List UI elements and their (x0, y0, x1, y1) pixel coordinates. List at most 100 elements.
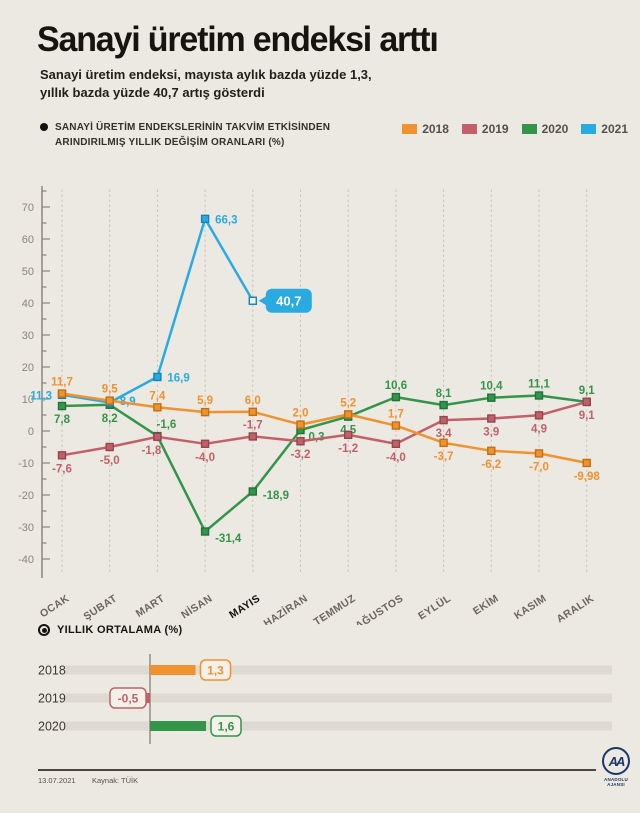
avg-value-box (109, 687, 147, 709)
data-point (153, 403, 162, 412)
y-axis: 70 60 50 40 30 20 10 0 -10 -20 -30 -40 (18, 186, 50, 578)
value-label: -1,2 (338, 443, 358, 455)
page-title: Sanayi üretim endeksi arttı (37, 20, 439, 59)
data-point (487, 393, 496, 402)
value-label: 9,5 (102, 384, 119, 396)
bar-track (65, 693, 612, 703)
agency-logo-icon: AA (602, 747, 630, 775)
data-point (391, 439, 401, 448)
avg-value-box (199, 659, 232, 681)
value-label: 5,9 (197, 395, 213, 407)
value-label: 11,7 (51, 377, 73, 389)
value-label: 7,8 (54, 414, 71, 426)
x-axis-label-şubat: ŞUBAT (81, 592, 119, 623)
data-point (582, 458, 591, 468)
value-label: -7,6 (52, 463, 72, 475)
data-point (534, 449, 544, 458)
data-point (105, 396, 114, 405)
value-label: 7,4 (149, 390, 166, 402)
value-label: -31,4 (215, 533, 242, 545)
value-label: -4,0 (386, 452, 406, 464)
series-2019-line (60, 400, 588, 457)
legend-swatch-icon (521, 124, 537, 134)
value-label: -6,2 (481, 459, 501, 471)
data-point (200, 527, 210, 536)
data-point (105, 442, 114, 452)
data-point (200, 407, 210, 417)
data-point (487, 446, 496, 456)
data-point (296, 420, 305, 429)
data-point (153, 432, 162, 441)
data-point (200, 439, 210, 448)
value-label: 5,2 (340, 397, 356, 409)
y-tick-label: 30 (22, 330, 34, 342)
legend-swatch-icon (581, 124, 597, 134)
agency-logo-monogram: AA (608, 753, 626, 769)
highlight-callout: 40,7 (258, 288, 312, 313)
footer-source: Kaynak: TÜİK (92, 776, 139, 785)
bullet-icon (40, 123, 48, 131)
data-point (57, 401, 67, 411)
avg-value-box (210, 715, 242, 737)
avg-section-title: YILLIK ORTALAMA (%) (57, 624, 183, 636)
value-label: 10,4 (480, 381, 503, 393)
avg-year-label: 2018 (38, 664, 66, 678)
highlight-value-label: 40,7 (276, 293, 301, 308)
chart-caption: SANAYİ ÜRETİM ENDEKSLERİNİN TAKVİM ETKİS… (40, 120, 330, 150)
data-point (391, 392, 401, 402)
bar-track (65, 721, 612, 731)
data-point (248, 407, 258, 417)
y-tick-label: 60 (22, 234, 34, 246)
y-tick-label: -20 (18, 490, 34, 502)
value-label: -5,0 (100, 455, 120, 467)
x-axis-label-ağustos: AĞUSTOS (353, 592, 406, 625)
data-point (534, 391, 544, 400)
x-axis-label-aralik: ARALIK (555, 592, 597, 625)
data-point (200, 214, 210, 224)
value-label: -3,2 (291, 449, 311, 461)
avg-row-2020: 2020 1,6 (38, 715, 242, 737)
agency-logo-caption: ANADOLU AJANSI (604, 777, 628, 787)
y-tick-label: 20 (22, 362, 34, 374)
data-point (248, 487, 258, 496)
x-axis-label-temmuz: TEMMUZ (312, 592, 358, 625)
value-label: -1,6 (156, 419, 176, 431)
legend-item-2021: 2021 (581, 122, 628, 136)
y-tick-label: 10 (22, 394, 34, 406)
value-label: -7,0 (529, 461, 549, 473)
legend-swatch-icon (402, 124, 418, 134)
value-label: 66,3 (215, 214, 237, 226)
legend-item-2020: 2020 (521, 122, 568, 136)
data-point (248, 296, 258, 305)
value-label: -3,7 (434, 451, 454, 463)
value-label: 11,3 (30, 390, 52, 402)
ring-bullet-icon (38, 624, 50, 636)
x-axis-label-ocak: OCAK (38, 592, 72, 620)
y-tick-label: 50 (22, 266, 34, 278)
value-label: 3,9 (483, 427, 499, 439)
bar-track (65, 665, 612, 675)
value-label: 8,1 (436, 388, 453, 400)
value-label: 16,9 (167, 372, 189, 384)
gridlines (61, 189, 588, 575)
data-point (391, 421, 401, 430)
avg-value-label: -0,5 (118, 692, 139, 706)
value-label: 4,9 (531, 423, 547, 435)
series-2018: 11,7 9,5 7,4 5,9 6,0 2,0 5,2 1,7 -3,7 -6,2 -7,0 -9,… (51, 377, 600, 483)
legend-swatch-icon (461, 124, 477, 134)
value-label: -18,9 (263, 490, 289, 502)
value-label: 9,1 (579, 410, 596, 422)
avg-bar (150, 721, 206, 731)
data-point (439, 415, 448, 425)
x-axis-label-eki̇m: EKİM (470, 592, 500, 618)
legend-label: 2018 (422, 122, 449, 136)
y-tick-label: 40 (22, 298, 34, 310)
value-label: -9,98 (574, 471, 601, 483)
series-2020: 7,8 8,2-1,6-31,4-18,90,34,510,68,110,4 11,… (54, 378, 595, 545)
series-2018-line (60, 392, 588, 465)
data-point (344, 430, 353, 440)
avg-row-2019: 2019 -0,5 (38, 687, 150, 709)
avg-year-label: 2019 (38, 692, 66, 706)
agency-logo: AA ANADOLU AJANSI (596, 747, 636, 787)
